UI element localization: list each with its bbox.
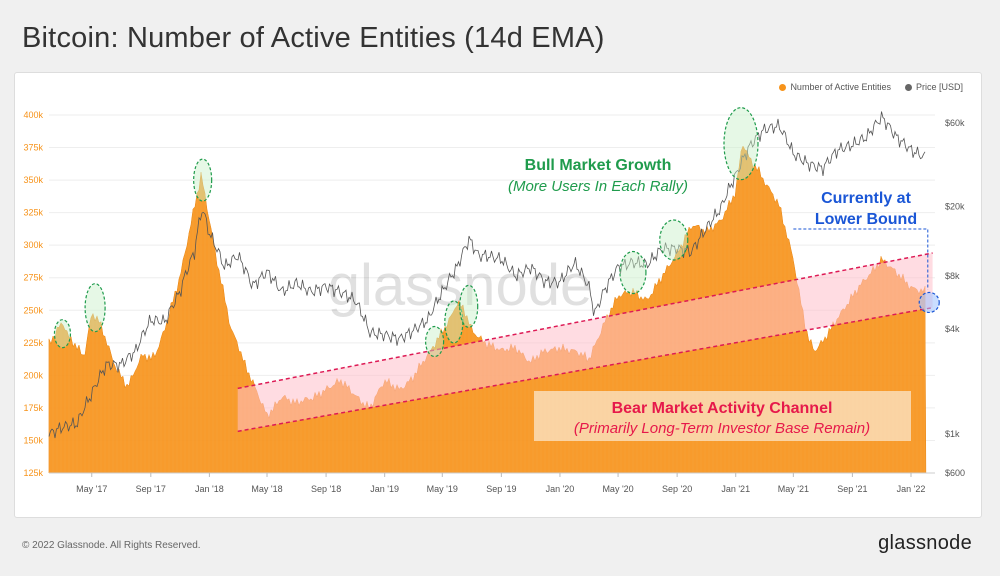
legend-label-price: Price [USD] [915,82,963,92]
x-tick-label: May '20 [602,484,633,494]
peak-circle [459,284,479,328]
peak-circle [659,219,689,261]
brand-logo: glassnode [878,532,972,554]
x-tick-label: Sep '17 [136,484,166,494]
x-tick-label: Jan '18 [195,484,224,494]
legend-item-entities[interactable]: Number of Active Entities [779,82,891,92]
bull-subtitle: (More Users In Each Rally) [508,178,688,195]
y-left-tick-label: 125k [23,468,43,478]
x-tick-label: May '17 [76,484,107,494]
peak-circle [193,158,213,202]
y-right-tick-label: $8k [945,271,960,281]
x-tick-label: Sep '18 [311,484,341,494]
x-tick-label: Sep '21 [837,484,867,494]
channel-fill [237,252,933,432]
y-right-tick-label: $1k [945,429,960,439]
bear-title: Bear Market Activity Channel [612,400,833,417]
y-left-tick-label: 225k [23,338,43,348]
current-line1: Currently at [821,190,911,207]
legend-item-price[interactable]: Price [USD] [904,82,963,92]
y-left-tick-label: 275k [23,273,43,283]
y-left-tick-label: 200k [23,370,43,380]
price-series [48,111,926,439]
bear-subtitle: (Primarily Long-Term Investor Base Remai… [574,420,870,437]
chart-card: Number of Active Entities Price [USD] gl… [14,72,982,518]
legend-swatch-entities [779,83,787,91]
peak-circle [84,283,106,333]
x-tick-label: Jan '19 [370,484,399,494]
peak-circle [425,325,445,358]
y-left-tick-label: 250k [23,305,43,315]
x-tick-label: May '21 [778,484,809,494]
y-left-tick-label: 350k [23,175,43,185]
x-tick-label: May '18 [251,484,282,494]
y-left-tick-label: 325k [23,208,43,218]
current-marker [918,291,940,314]
y-left-tick-label: 375k [23,143,43,153]
copyright-text: © 2022 Glassnode. All Rights Reserved. [22,540,201,551]
bear-channel [237,228,933,433]
chart-legend: Number of Active Entities Price [USD] [779,82,963,92]
x-tick-label: Jan '20 [546,484,575,494]
x-tick-label: Sep '20 [662,484,692,494]
x-tick-label: May '19 [427,484,458,494]
peak-circle [723,107,759,181]
y-right-tick-label: $20k [945,201,965,211]
y-left-tick-label: 150k [23,435,43,445]
bear-label-box [534,391,911,441]
x-tick-label: Jan '21 [721,484,750,494]
bull-title: Bull Market Growth [525,157,672,174]
chart-svg: glassnode 125k150k175k200k225k250k275k30… [23,107,965,494]
peak-markers [53,107,940,358]
axes: 125k 150k 175k 200k 225k 250k 275k 300k 325k 350k… [23,110,965,494]
y-left-tick-label: 400k [23,110,43,120]
legend-swatch-price [904,83,912,91]
y-left-tick-label: 175k [23,403,43,413]
y-right-tick-label: $600 [945,468,965,478]
price-line [48,111,926,439]
channel-upper-bound [237,252,933,390]
peak-circle [619,250,647,295]
y-right-tick-label: $4k [945,324,960,334]
legend-label-entities: Number of Active Entities [790,82,891,92]
y-left-tick-label: 300k [23,240,43,250]
current-line2: Lower Bound [815,211,917,228]
y-right-tick-label: $60k [945,118,965,128]
channel-lower-bound [237,306,933,433]
x-tick-label: Sep '19 [486,484,516,494]
page-title: Bitcoin: Number of Active Entities (14d … [22,22,605,54]
peak-circle [53,319,72,349]
x-tick-label: Jan '22 [897,484,926,494]
